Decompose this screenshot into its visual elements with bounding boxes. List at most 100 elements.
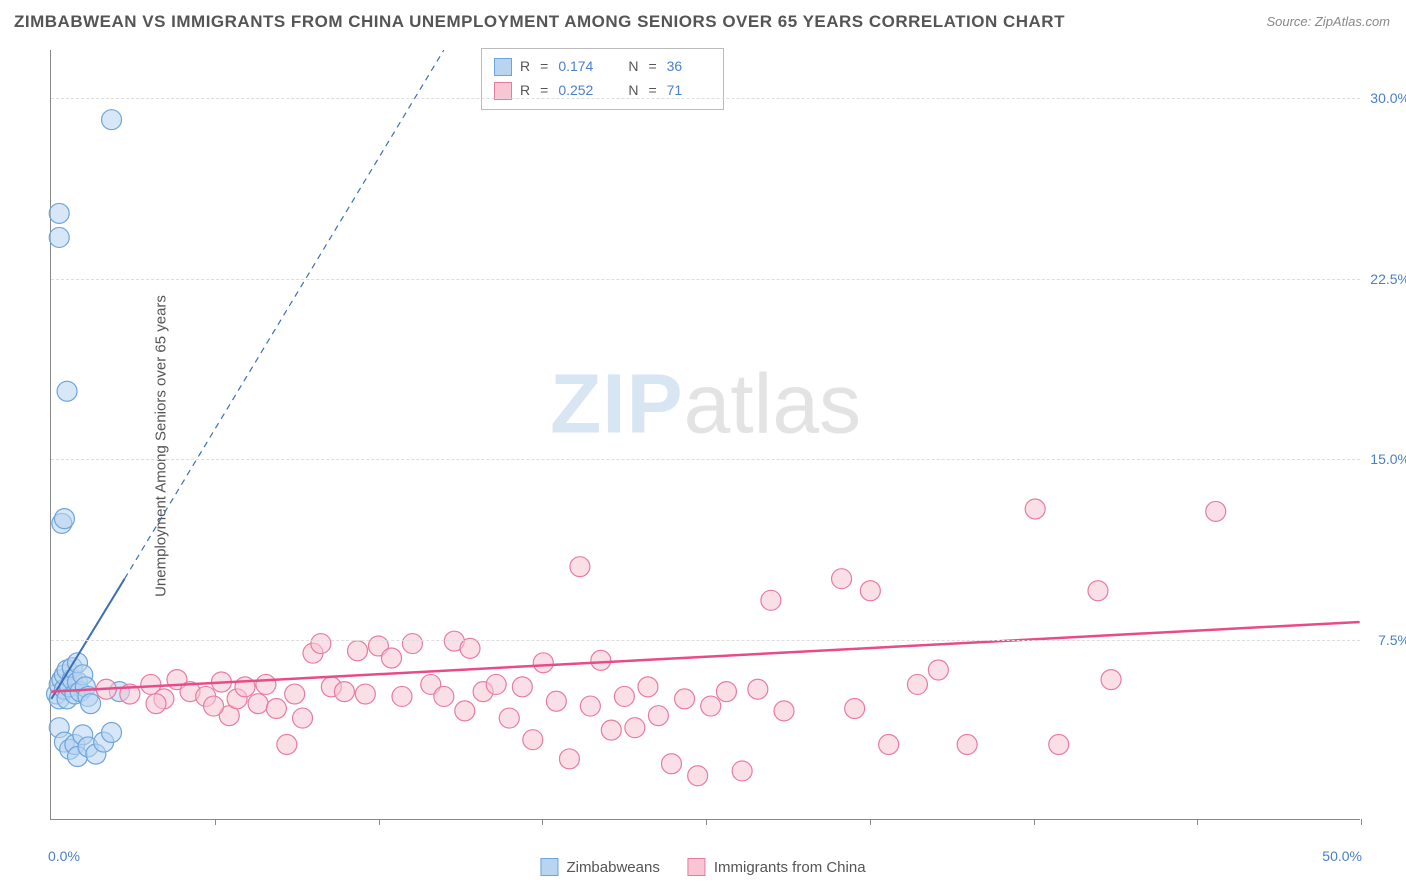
x-tick-mark bbox=[706, 819, 707, 825]
x-axis-max: 50.0% bbox=[1322, 848, 1362, 864]
data-point bbox=[688, 766, 708, 786]
data-point bbox=[559, 749, 579, 769]
x-tick-mark bbox=[215, 819, 216, 825]
series-legend: Zimbabweans Immigrants from China bbox=[540, 858, 865, 876]
data-point bbox=[392, 686, 412, 706]
data-point bbox=[774, 701, 794, 721]
data-point bbox=[382, 648, 402, 668]
data-point bbox=[860, 581, 880, 601]
x-tick-mark bbox=[542, 819, 543, 825]
data-point bbox=[832, 569, 852, 589]
data-point bbox=[54, 509, 74, 529]
data-point bbox=[716, 682, 736, 702]
data-point bbox=[570, 557, 590, 577]
series-legend-item: Zimbabweans bbox=[540, 858, 659, 876]
scatter-plot bbox=[51, 50, 1360, 819]
series-legend-label: Immigrants from China bbox=[714, 859, 866, 876]
stats-legend-row: R = 0.174 N = 36 bbox=[494, 55, 711, 79]
data-point bbox=[701, 696, 721, 716]
data-point bbox=[732, 761, 752, 781]
data-point bbox=[460, 638, 480, 658]
data-point bbox=[486, 674, 506, 694]
data-point bbox=[277, 735, 297, 755]
data-point bbox=[81, 694, 101, 714]
legend-eq: = bbox=[540, 55, 548, 79]
x-tick-mark bbox=[1361, 819, 1362, 825]
legend-swatch bbox=[494, 58, 512, 76]
data-point bbox=[638, 677, 658, 697]
series-legend-label: Zimbabweans bbox=[566, 859, 659, 876]
data-point bbox=[591, 650, 611, 670]
legend-swatch bbox=[494, 82, 512, 100]
data-point bbox=[334, 682, 354, 702]
gridline-h bbox=[51, 640, 1360, 641]
data-point bbox=[580, 696, 600, 716]
x-tick-mark bbox=[1197, 819, 1198, 825]
data-point bbox=[512, 677, 532, 697]
legend-eq: = bbox=[648, 55, 656, 79]
data-point bbox=[248, 694, 268, 714]
stats-legend: R=0.174N=36R=0.252N=71 bbox=[481, 48, 724, 110]
data-point bbox=[1088, 581, 1108, 601]
y-tick-label: 15.0% bbox=[1365, 451, 1406, 467]
plot-area: ZIPatlas R=0.174N=36R=0.252N=71 7.5%15.0… bbox=[50, 50, 1360, 820]
data-point bbox=[879, 735, 899, 755]
data-point bbox=[928, 660, 948, 680]
y-tick-label: 22.5% bbox=[1365, 271, 1406, 287]
legend-r-value: 0.174 bbox=[558, 55, 602, 79]
data-point bbox=[146, 694, 166, 714]
data-point bbox=[907, 674, 927, 694]
data-point bbox=[204, 696, 224, 716]
gridline-h bbox=[51, 279, 1360, 280]
data-point bbox=[1101, 670, 1121, 690]
x-axis-origin: 0.0% bbox=[48, 848, 80, 864]
gridline-h bbox=[51, 98, 1360, 99]
data-point bbox=[1206, 501, 1226, 521]
x-tick-mark bbox=[870, 819, 871, 825]
data-point bbox=[546, 691, 566, 711]
data-point bbox=[614, 686, 634, 706]
data-point bbox=[957, 735, 977, 755]
data-point bbox=[625, 718, 645, 738]
data-point bbox=[661, 754, 681, 774]
chart-title: ZIMBABWEAN VS IMMIGRANTS FROM CHINA UNEM… bbox=[14, 12, 1065, 32]
data-point bbox=[256, 674, 276, 694]
data-point bbox=[348, 641, 368, 661]
data-point bbox=[402, 634, 422, 654]
source-attribution: Source: ZipAtlas.com bbox=[1266, 14, 1390, 29]
data-point bbox=[675, 689, 695, 709]
trend-line bbox=[51, 622, 1359, 692]
series-legend-item: Immigrants from China bbox=[688, 858, 866, 876]
data-point bbox=[293, 708, 313, 728]
data-point bbox=[57, 381, 77, 401]
data-point bbox=[601, 720, 621, 740]
trend-line-extrapolated bbox=[125, 50, 444, 579]
data-point bbox=[49, 203, 69, 223]
data-point bbox=[533, 653, 553, 673]
legend-r-label: R bbox=[520, 55, 530, 79]
data-point bbox=[285, 684, 305, 704]
data-point bbox=[748, 679, 768, 699]
data-point bbox=[102, 723, 122, 743]
data-point bbox=[845, 698, 865, 718]
legend-n-value: 36 bbox=[667, 55, 711, 79]
data-point bbox=[1049, 735, 1069, 755]
data-point bbox=[648, 706, 668, 726]
data-point bbox=[311, 634, 331, 654]
legend-n-label: N bbox=[628, 55, 638, 79]
legend-swatch bbox=[540, 858, 558, 876]
data-point bbox=[523, 730, 543, 750]
data-point bbox=[761, 590, 781, 610]
gridline-h bbox=[51, 459, 1360, 460]
data-point bbox=[455, 701, 475, 721]
data-point bbox=[102, 110, 122, 130]
data-point bbox=[434, 686, 454, 706]
y-tick-label: 7.5% bbox=[1365, 632, 1406, 648]
data-point bbox=[266, 698, 286, 718]
data-point bbox=[499, 708, 519, 728]
legend-swatch bbox=[688, 858, 706, 876]
x-tick-mark bbox=[1034, 819, 1035, 825]
data-point bbox=[49, 227, 69, 247]
data-point bbox=[355, 684, 375, 704]
x-tick-mark bbox=[379, 819, 380, 825]
